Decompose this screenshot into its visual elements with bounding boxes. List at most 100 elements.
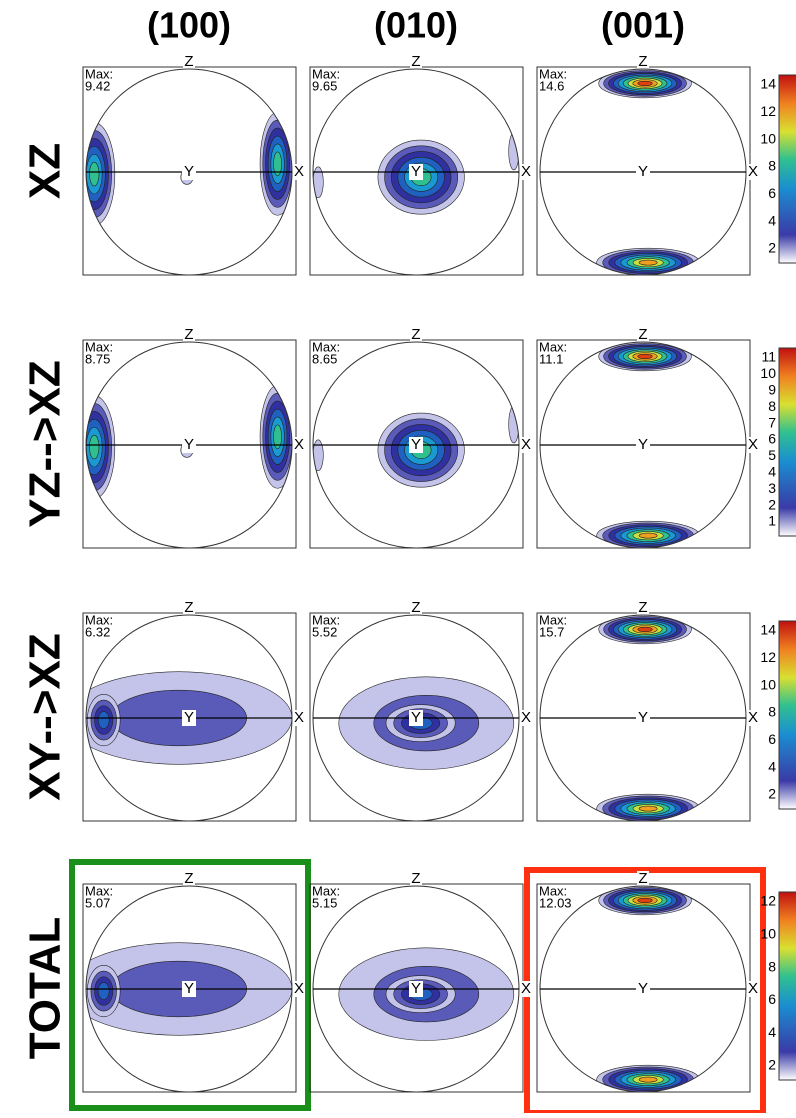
z-label-bg — [183, 600, 195, 614]
colorbar-tick-label: 5 — [768, 447, 776, 463]
x-label-bg — [747, 710, 759, 726]
colorbar-tick-label: 2 — [768, 786, 776, 802]
z-label: Z — [184, 599, 193, 616]
x-label: X — [294, 980, 304, 997]
contour — [638, 259, 658, 266]
z-label: Z — [638, 870, 647, 887]
max-value: 5.07 — [85, 895, 110, 910]
colorbar-tick-label: 12 — [760, 103, 776, 119]
x-label-bg — [293, 710, 305, 726]
contour — [637, 897, 653, 903]
colorbar-tick-label: 10 — [760, 926, 776, 942]
contour — [638, 805, 658, 812]
colorbar-tick-label: 7 — [768, 414, 776, 430]
row-label: TOTAL — [21, 917, 70, 1060]
contour — [313, 439, 324, 472]
colorbar-tick-label: 2 — [768, 240, 776, 256]
x-label: X — [748, 436, 758, 453]
y-label-bg — [636, 164, 650, 180]
z-label: Z — [184, 326, 193, 343]
z-label: Z — [411, 326, 420, 343]
x-label-bg — [293, 981, 305, 997]
z-label-bg — [637, 871, 649, 885]
x-label-bg — [293, 164, 305, 180]
contour — [273, 424, 282, 449]
max-value: 15.7 — [539, 624, 564, 639]
colorbar — [778, 620, 796, 810]
y-label-bg — [182, 981, 196, 997]
colorbar-tick-label: 9 — [768, 382, 776, 398]
contours — [596, 886, 700, 1092]
y-label: Y — [638, 163, 648, 180]
max-value: 9.42 — [85, 78, 110, 93]
x-label: X — [521, 709, 531, 726]
z-label-bg — [637, 600, 649, 614]
z-label-bg — [410, 600, 422, 614]
colorbar-tick-label: 8 — [768, 704, 776, 720]
max-value: 12.03 — [539, 895, 572, 910]
contour — [97, 982, 110, 1000]
row-label: XZ — [21, 143, 70, 199]
colorbar-tick-label: 1 — [768, 513, 776, 529]
max-value: 6.32 — [85, 624, 110, 639]
max-label: Max: — [539, 883, 567, 898]
max-value: 14.6 — [539, 78, 564, 93]
y-label: Y — [411, 436, 421, 453]
y-label: Y — [411, 709, 421, 726]
colorbar-tick-label: 2 — [768, 496, 776, 512]
colorbar-tick-label: 12 — [760, 649, 776, 665]
contour — [273, 151, 282, 176]
x-label-bg — [520, 164, 532, 180]
y-label: Y — [638, 436, 648, 453]
z-label-bg — [410, 327, 422, 341]
x-label-bg — [747, 981, 759, 997]
contours — [338, 676, 515, 770]
colorbar-tick-label: 8 — [768, 158, 776, 174]
column-header: (010) — [374, 5, 458, 46]
y-label: Y — [184, 163, 194, 180]
z-label: Z — [411, 870, 420, 887]
y-label: Y — [184, 980, 194, 997]
y-label: Y — [638, 980, 648, 997]
y-label-bg — [409, 981, 423, 997]
contours — [596, 69, 700, 275]
z-label: Z — [638, 53, 647, 70]
y-label-bg — [182, 710, 196, 726]
z-label-bg — [410, 871, 422, 885]
max-label: Max: — [312, 612, 340, 627]
x-label: X — [521, 163, 531, 180]
colorbar-tick-label: 10 — [760, 676, 776, 692]
contour — [89, 161, 100, 187]
colorbar-tick-label: 6 — [768, 431, 776, 447]
x-label: X — [748, 709, 758, 726]
max-value: 5.15 — [312, 895, 337, 910]
x-label: X — [748, 980, 758, 997]
z-label: Z — [184, 53, 193, 70]
colorbar-tick-label: 6 — [768, 731, 776, 747]
x-label: X — [294, 163, 304, 180]
max-value: 8.65 — [312, 351, 337, 366]
max-label: Max: — [85, 66, 113, 81]
z-label-bg — [410, 54, 422, 68]
x-label: X — [521, 436, 531, 453]
contour — [638, 1076, 658, 1083]
max-label: Max: — [85, 612, 113, 627]
y-label: Y — [184, 709, 194, 726]
highlight-box — [69, 859, 311, 1111]
max-value: 11.1 — [539, 351, 563, 366]
contour — [89, 434, 100, 460]
colorbar-tick-label: 4 — [768, 464, 776, 480]
x-label: X — [294, 436, 304, 453]
contour — [637, 353, 653, 359]
colorbar-tick-label: 3 — [768, 480, 776, 496]
colorbar-tick-label: 8 — [768, 958, 776, 974]
contour — [638, 532, 658, 539]
z-label: Z — [184, 870, 193, 887]
contours — [596, 615, 700, 821]
max-value: 9.65 — [312, 78, 337, 93]
column-header: (001) — [601, 5, 685, 46]
colorbar-tick-label: 10 — [760, 365, 776, 381]
row-label: XY-->XZ — [21, 633, 70, 801]
